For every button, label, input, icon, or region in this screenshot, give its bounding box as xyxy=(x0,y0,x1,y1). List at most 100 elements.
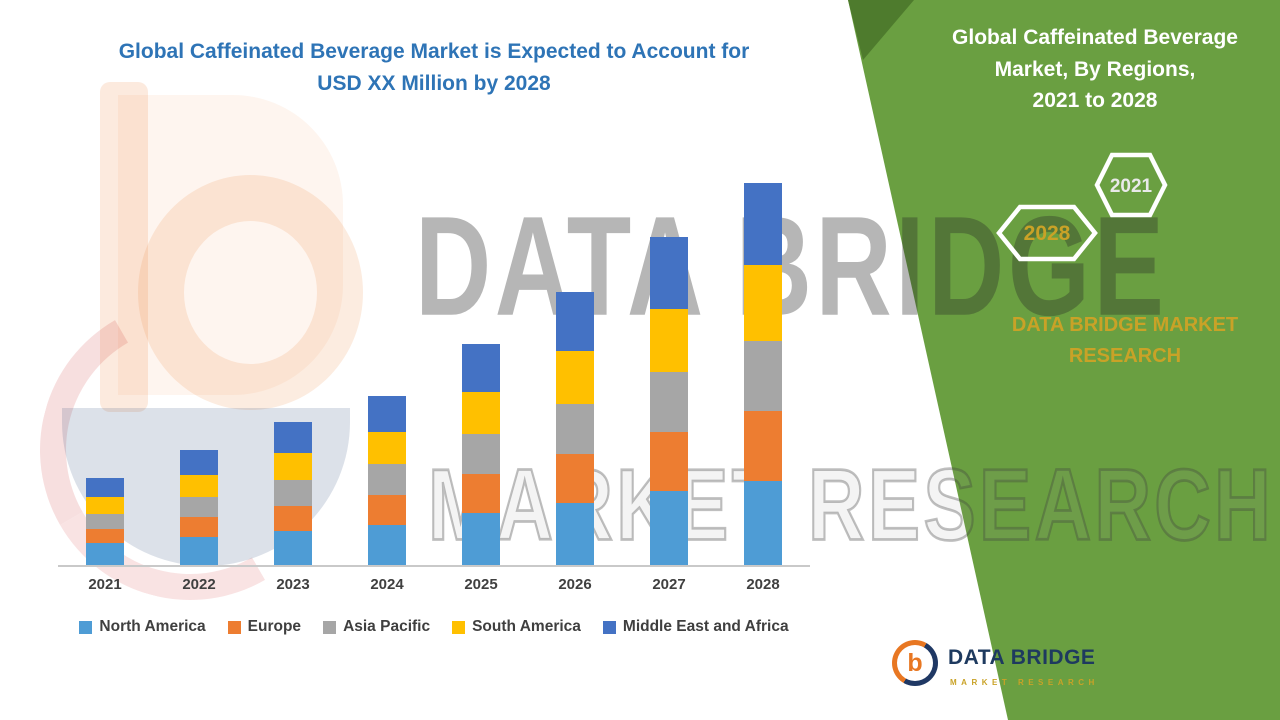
bar-segment-asia-pacific xyxy=(86,514,124,529)
legend-item-north-america: North America xyxy=(79,618,206,636)
bar-segment-europe xyxy=(556,454,594,503)
bar-segment-north-america xyxy=(462,513,500,565)
stacked-bar-2021 xyxy=(86,478,124,565)
bar-segment-asia-pacific xyxy=(650,372,688,432)
bar-segment-south-america xyxy=(744,265,782,341)
bar-segment-south-america xyxy=(274,453,312,480)
bar-segment-north-america xyxy=(744,481,782,565)
bar-segment-south-america xyxy=(180,475,218,497)
stacked-bar-2022 xyxy=(180,450,218,565)
legend-swatch-europe xyxy=(227,620,241,634)
bar-segment-north-america xyxy=(180,537,218,565)
legend-swatch-south-america xyxy=(452,620,466,634)
legend-label-middle-east-and-africa: Middle East and Africa xyxy=(622,618,789,635)
bar-segment-europe xyxy=(86,529,124,543)
legend-item-south-america: South America xyxy=(452,618,581,636)
legend-swatch-asia-pacific xyxy=(323,620,337,634)
hexagon-2028: 2028 xyxy=(996,204,1098,262)
bar-group-2024 xyxy=(340,175,434,565)
legend-item-europe: Europe xyxy=(227,618,302,636)
bar-segment-europe xyxy=(274,506,312,531)
x-axis-line xyxy=(58,565,810,567)
bar-segment-middle-east-and-africa xyxy=(650,237,688,309)
panel-heading-line3: 2021 to 2028 xyxy=(1032,89,1158,112)
bar-segment-asia-pacific xyxy=(462,434,500,474)
bar-segment-europe xyxy=(180,517,218,537)
bar-group-2025 xyxy=(434,175,528,565)
bar-segment-north-america xyxy=(556,503,594,565)
legend-label-south-america: South America xyxy=(472,618,581,635)
legend-swatch-north-america xyxy=(79,620,93,634)
legend-label-europe: Europe xyxy=(247,618,302,635)
dbmr-logo-ring xyxy=(892,640,938,686)
bar-segment-south-america xyxy=(650,309,688,372)
bar-segment-south-america xyxy=(86,497,124,514)
bar-group-2028 xyxy=(716,175,810,565)
bar-group-2026 xyxy=(528,175,622,565)
x-axis-label-2027: 2027 xyxy=(652,576,686,593)
bar-group-2022 xyxy=(152,175,246,565)
bar-segment-asia-pacific xyxy=(368,464,406,495)
panel-brand-text: DATA BRIDGE MARKET RESEARCH xyxy=(950,310,1280,372)
bar-segment-north-america xyxy=(650,491,688,565)
bar-group-2023 xyxy=(246,175,340,565)
bar-segment-europe xyxy=(650,432,688,491)
bar-segment-europe xyxy=(462,474,500,513)
legend-item-middle-east-and-africa: Middle East and Africa xyxy=(602,618,789,636)
x-axis-labels: 2021 2022 2023 2024 2025 2026 2027 2028 xyxy=(58,576,810,593)
panel-heading-line2: Market, By Regions, xyxy=(994,57,1196,81)
bar-segment-north-america xyxy=(86,543,124,565)
x-axis-label-2028: 2028 xyxy=(746,576,780,593)
hexagon-2021-label: 2021 xyxy=(1110,176,1153,197)
bar-group-2027 xyxy=(622,175,716,565)
stacked-bar-2025 xyxy=(462,344,500,565)
bar-segment-europe xyxy=(368,495,406,525)
legend-label-asia-pacific: Asia Pacific xyxy=(343,618,431,635)
chart-title-line2: USD XX Million by 2028 xyxy=(317,71,551,95)
hexagon-2028-border xyxy=(996,204,1098,262)
dbmr-logo: b DATA BRIDGE MARKET RESEARCH xyxy=(890,638,1190,698)
hexagon-2021-border xyxy=(1094,152,1168,218)
bar-segment-asia-pacific xyxy=(556,404,594,454)
dbmr-brand-subtext: MARKET RESEARCH xyxy=(950,678,1099,687)
bar-segment-asia-pacific xyxy=(744,341,782,411)
hexagon-2028-label: 2028 xyxy=(1024,222,1071,245)
bar-segment-middle-east-and-africa xyxy=(86,478,124,497)
panel-heading-line1: Global Caffeinated Beverage xyxy=(952,26,1238,49)
bar-segment-south-america xyxy=(368,432,406,464)
x-axis-label-2025: 2025 xyxy=(464,576,498,593)
bar-segment-europe xyxy=(744,411,782,481)
stacked-bar-2027 xyxy=(650,237,688,565)
bar-segment-middle-east-and-africa xyxy=(462,344,500,392)
hexagon-2021: 2021 xyxy=(1094,152,1168,218)
x-axis-label-2024: 2024 xyxy=(370,576,404,593)
stacked-bar-2026 xyxy=(556,292,594,565)
chart-title-line1: Global Caffeinated Beverage Market is Ex… xyxy=(118,40,750,63)
x-axis-label-2026: 2026 xyxy=(558,576,592,593)
legend-item-asia-pacific: Asia Pacific xyxy=(323,618,430,636)
legend-swatch-middle-east-and-africa xyxy=(602,620,616,634)
stacked-bar-2023 xyxy=(274,422,312,565)
bar-segment-middle-east-and-africa xyxy=(180,450,218,475)
panel-heading: Global Caffeinated Beverage Market, By R… xyxy=(925,22,1265,117)
bar-segment-north-america xyxy=(368,525,406,565)
chart-title: Global Caffeinated Beverage Market is Ex… xyxy=(58,36,810,99)
dbmr-brand-text: DATA BRIDGE xyxy=(948,646,1096,669)
dbmr-logo-b-icon: b xyxy=(907,648,923,677)
x-axis-label-2022: 2022 xyxy=(182,576,216,593)
bar-segment-middle-east-and-africa xyxy=(556,292,594,351)
panel-brand-line2: RESEARCH xyxy=(1068,345,1182,367)
bar-segment-middle-east-and-africa xyxy=(368,396,406,432)
bar-segment-south-america xyxy=(556,351,594,404)
bar-group-2021 xyxy=(58,175,152,565)
stacked-bar-2024 xyxy=(368,396,406,565)
bar-segment-middle-east-and-africa xyxy=(744,183,782,265)
legend-label-north-america: North America xyxy=(99,618,206,635)
panel-brand-line1: DATA BRIDGE MARKET xyxy=(1011,314,1239,336)
bar-segment-south-america xyxy=(462,392,500,434)
x-axis-label-2023: 2023 xyxy=(276,576,310,593)
x-axis-label-2021: 2021 xyxy=(88,576,122,593)
stacked-bar-2028 xyxy=(744,183,782,565)
bar-segment-middle-east-and-africa xyxy=(274,422,312,453)
